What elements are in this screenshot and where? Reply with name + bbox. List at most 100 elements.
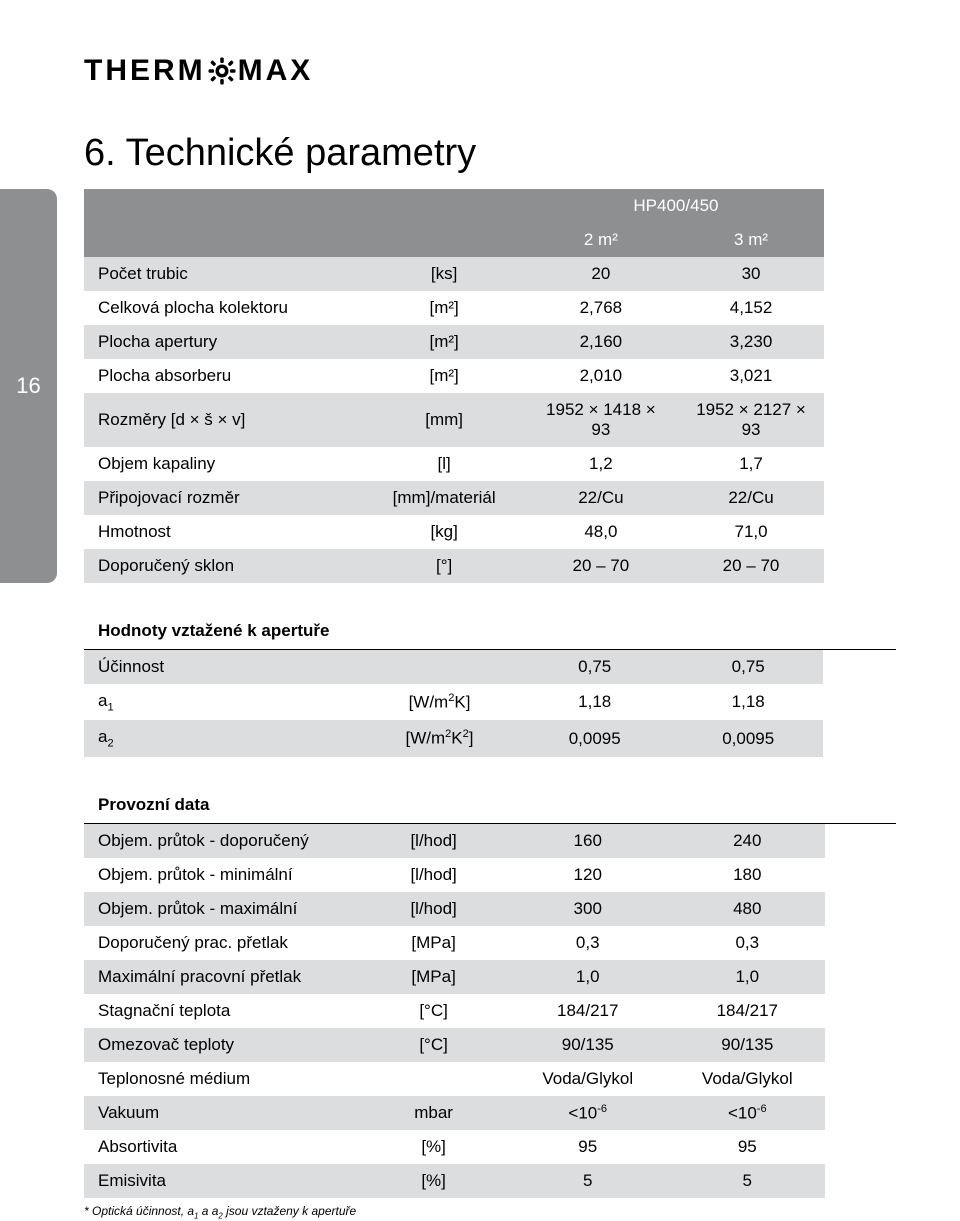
row-value-1: 120 — [506, 858, 666, 892]
table-row: Plocha apertury[m²]2,1603,230 — [84, 325, 896, 359]
row-value-2: 0,75 — [669, 650, 823, 684]
table-row: Objem. průtok - maximální[l/hod]300480 — [84, 892, 896, 926]
row-value-2: 95 — [666, 1130, 826, 1164]
row-value-2: 30 — [674, 257, 824, 291]
table-row: Emisivita[%]55 — [84, 1164, 896, 1198]
row-label: Emisivita — [84, 1164, 357, 1198]
row-value-1: 1952 × 1418 × 93 — [524, 393, 674, 447]
section-title: Provozní data — [84, 787, 896, 824]
table-row: Objem. průtok - minimální[l/hod]120180 — [84, 858, 896, 892]
row-value-2: 240 — [666, 824, 826, 858]
row-value-1: 95 — [506, 1130, 666, 1164]
table-row: Teplonosné médiumVoda/GlykolVoda/Glykol — [84, 1062, 896, 1096]
table-header-row: HP400/450 — [84, 189, 896, 223]
row-value-2: 4,152 — [674, 291, 824, 325]
table-row: Doporučený prac. přetlak[MPa]0,30,3 — [84, 926, 896, 960]
row-label: Objem kapaliny — [84, 447, 361, 481]
row-value-1: 5 — [506, 1164, 666, 1198]
table-subheader-row: 2 m² 3 m² — [84, 223, 896, 257]
row-label: a1 — [84, 684, 359, 720]
table-row: a1[W/m2K]1,181,18 — [84, 684, 896, 720]
row-unit: [kg] — [361, 515, 524, 549]
row-unit: [°] — [361, 549, 524, 583]
row-unit: [l/hod] — [357, 858, 506, 892]
row-value-1: 90/135 — [506, 1028, 666, 1062]
row-unit: [ks] — [361, 257, 524, 291]
row-value-2: 20 – 70 — [674, 549, 824, 583]
table-row: Počet trubic[ks]2030 — [84, 257, 896, 291]
row-label: Objem. průtok - maximální — [84, 892, 357, 926]
product-header: HP400/450 — [524, 189, 824, 223]
table-row: Stagnační teplota[°C]184/217184/217 — [84, 994, 896, 1028]
row-unit: [l] — [361, 447, 524, 481]
row-unit: [MPa] — [357, 960, 506, 994]
row-value-1: 2,160 — [524, 325, 674, 359]
row-unit: [m²] — [361, 359, 524, 393]
operating-section: Provozní data Objem. průtok - doporučený… — [84, 787, 960, 1199]
row-value-2: 1,18 — [669, 684, 823, 720]
table-row: Hmotnost[kg]48,071,0 — [84, 515, 896, 549]
row-value-1: 1,2 — [524, 447, 674, 481]
brand-logo: THERM — [84, 54, 960, 88]
row-value-1: 1,0 — [506, 960, 666, 994]
table-row: Maximální pracovní přetlak[MPa]1,01,0 — [84, 960, 896, 994]
row-value-1: 2,010 — [524, 359, 674, 393]
row-value-2: 180 — [666, 858, 826, 892]
row-unit: [l/hod] — [357, 892, 506, 926]
row-label: Stagnační teplota — [84, 994, 357, 1028]
row-value-1: 0,3 — [506, 926, 666, 960]
page-number-tab: 16 — [0, 189, 57, 583]
row-unit: mbar — [357, 1096, 506, 1131]
row-value-1: 20 — [524, 257, 674, 291]
row-value-1: 184/217 — [506, 994, 666, 1028]
gear-icon — [207, 56, 237, 86]
row-label: Teplonosné médium — [84, 1062, 357, 1096]
row-label: Plocha apertury — [84, 325, 361, 359]
table-row: Objem. průtok - doporučený[l/hod]160240 — [84, 824, 896, 858]
row-value-2: 0,0095 — [669, 720, 823, 756]
row-value-1: <10-6 — [506, 1096, 666, 1131]
logo-text-1: THERM — [84, 54, 206, 88]
row-unit: [m²] — [361, 325, 524, 359]
table-row: Omezovač teploty[°C]90/13590/135 — [84, 1028, 896, 1062]
row-label: Objem. průtok - minimální — [84, 858, 357, 892]
row-value-1: 22/Cu — [524, 481, 674, 515]
row-value-1: 1,18 — [516, 684, 670, 720]
row-unit — [357, 1062, 506, 1096]
table-row: Doporučený sklon[°]20 – 7020 – 70 — [84, 549, 896, 583]
row-label: Počet trubic — [84, 257, 361, 291]
row-value-2: 3,021 — [674, 359, 824, 393]
row-unit: [W/m2K2] — [359, 720, 516, 756]
row-label: Doporučený sklon — [84, 549, 361, 583]
table-row: a2[W/m2K2]0,00950,0095 — [84, 720, 896, 756]
row-value-2: 1952 × 2127 × 93 — [674, 393, 824, 447]
row-value-1: 48,0 — [524, 515, 674, 549]
row-value-2: 5 — [666, 1164, 826, 1198]
row-value-2: 0,3 — [666, 926, 826, 960]
row-unit: [mm]/materiál — [361, 481, 524, 515]
row-unit: [%] — [357, 1130, 506, 1164]
col-header-2: 3 m² — [674, 223, 824, 257]
section-title: Hodnoty vztažené k apertuře — [84, 613, 896, 650]
row-label: Objem. průtok - doporučený — [84, 824, 357, 858]
row-unit: [l/hod] — [357, 824, 506, 858]
table-row: Rozměry [d × š × v][mm]1952 × 1418 × 931… — [84, 393, 896, 447]
aperture-section: Hodnoty vztažené k apertuře Účinnost0,75… — [84, 613, 960, 757]
row-unit: [°C] — [357, 1028, 506, 1062]
row-label: a2 — [84, 720, 359, 756]
row-label: Maximální pracovní přetlak — [84, 960, 357, 994]
row-unit: [°C] — [357, 994, 506, 1028]
page: THERM — [0, 0, 960, 1221]
row-value-1: 20 – 70 — [524, 549, 674, 583]
aperture-table: Účinnost0,750,75a1[W/m2K]1,181,18a2[W/m2… — [84, 650, 896, 757]
row-value-2: 480 — [666, 892, 826, 926]
row-value-2: 90/135 — [666, 1028, 826, 1062]
row-value-2: 22/Cu — [674, 481, 824, 515]
operating-table: Objem. průtok - doporučený[l/hod]160240O… — [84, 824, 896, 1199]
row-value-1: Voda/Glykol — [506, 1062, 666, 1096]
row-label: Rozměry [d × š × v] — [84, 393, 361, 447]
table-row: Vakuummbar<10-6<10-6 — [84, 1096, 896, 1131]
table-row: Absortivita[%]9595 — [84, 1130, 896, 1164]
row-unit: [%] — [357, 1164, 506, 1198]
table-row: Celková plocha kolektoru[m²]2,7684,152 — [84, 291, 896, 325]
